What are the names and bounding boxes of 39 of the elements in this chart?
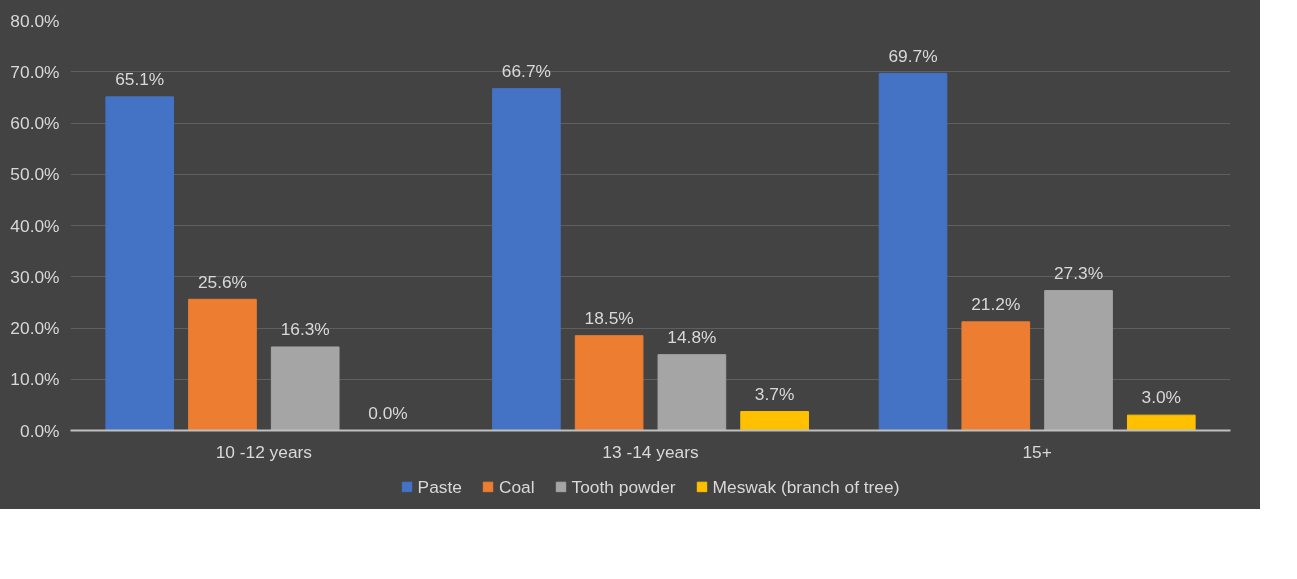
- bar: [492, 88, 561, 431]
- y-tick-label: 40.0%: [10, 215, 60, 236]
- y-tick-label: 70.0%: [10, 61, 60, 82]
- x-tick-label: 13 -14 years: [602, 441, 699, 462]
- y-tick-label: 60.0%: [10, 113, 60, 133]
- bar: [105, 96, 175, 431]
- bar: [1044, 290, 1113, 431]
- bar: [188, 298, 257, 431]
- bar: [740, 411, 809, 431]
- data-label: 18.5%: [584, 308, 634, 328]
- bar: [878, 72, 948, 431]
- data-label: 66.7%: [501, 60, 551, 81]
- legend-label: Tooth powder: [571, 476, 676, 497]
- data-label: 14.8%: [667, 326, 717, 347]
- data-label: 65.1%: [115, 69, 165, 90]
- bar: [1126, 414, 1196, 431]
- y-tick-label: 30.0%: [10, 266, 60, 287]
- bar: [657, 354, 727, 431]
- y-tick-label: 0.0%: [20, 420, 60, 441]
- y-tick-label: 10.0%: [10, 369, 60, 390]
- y-tick-label: 50.0%: [10, 164, 60, 185]
- data-label: 27.3%: [1053, 262, 1104, 283]
- legend-label: Coal: [498, 476, 535, 497]
- x-tick-label: 15+: [1022, 441, 1052, 462]
- data-label: 25.6%: [197, 271, 248, 292]
- data-label: 16.3%: [280, 319, 330, 340]
- data-label: 3.7%: [754, 383, 795, 404]
- bar: [574, 335, 644, 431]
- bar: [270, 346, 340, 431]
- data-label: 0.0%: [368, 402, 408, 423]
- bar: [961, 321, 1031, 431]
- legend-label: Paste: [417, 476, 462, 497]
- legend-label: Meswak (branch of tree): [712, 476, 900, 497]
- y-tick-label: 80.0%: [10, 10, 60, 31]
- data-label: 3.0%: [1141, 387, 1182, 408]
- data-label: 69.7%: [888, 45, 938, 66]
- data-label: 21.2%: [971, 294, 1021, 315]
- y-tick-label: 20.0%: [10, 318, 60, 338]
- x-tick-label: 10 -12 years: [215, 441, 313, 462]
